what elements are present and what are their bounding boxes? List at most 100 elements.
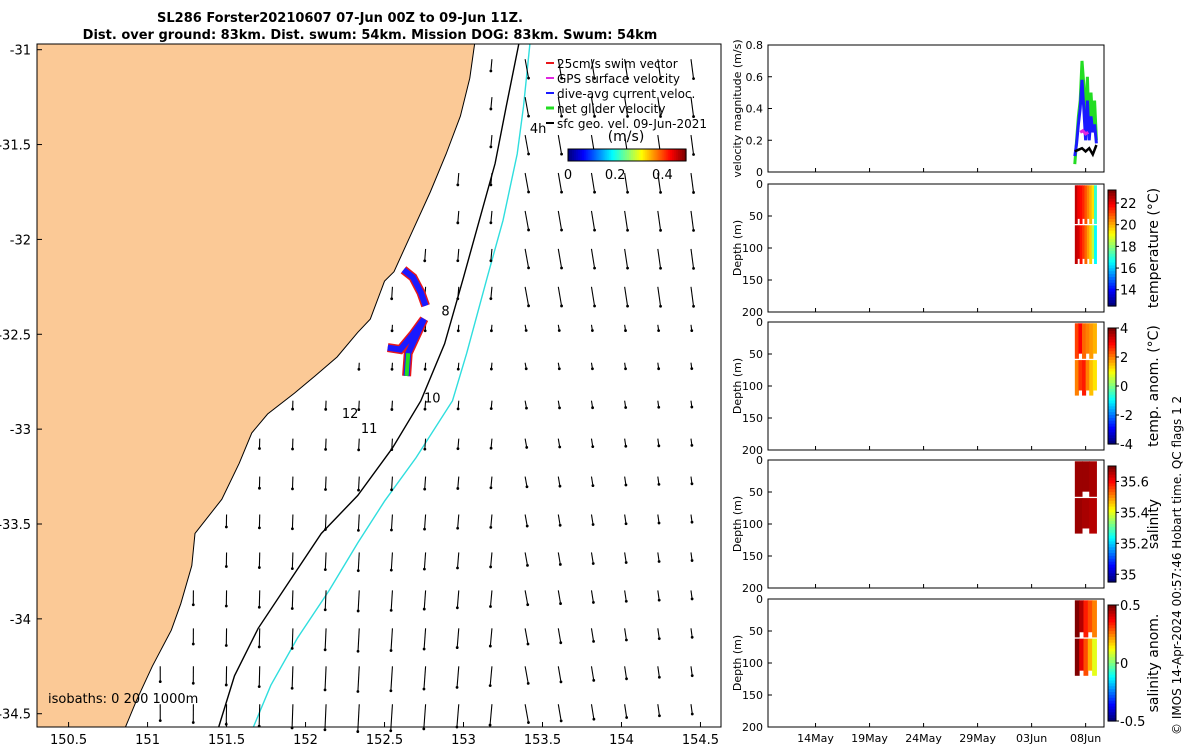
panel-y-tick-label: 0.4 bbox=[746, 103, 764, 116]
track-marker-label: 12 bbox=[342, 407, 359, 422]
panel-colorbar-cell bbox=[1108, 195, 1116, 200]
geo-vel-arrow bbox=[524, 628, 529, 645]
geo-vel-arrowhead bbox=[527, 228, 530, 232]
time-axis-tick-label: 14May bbox=[797, 732, 834, 745]
geo-vel-arrow bbox=[590, 628, 595, 642]
geo-vel-arrowhead bbox=[224, 525, 228, 529]
geo-vel-arrow bbox=[657, 552, 660, 562]
map-x-tick-label: 150.5 bbox=[50, 733, 87, 748]
panel-colorbar-cell bbox=[1108, 521, 1116, 525]
geo-vel-arrow bbox=[424, 476, 427, 490]
heatmap-cell bbox=[1087, 638, 1093, 671]
geo-vel-arrowhead bbox=[560, 304, 563, 308]
panel-colorbar-cell bbox=[1108, 663, 1116, 667]
geo-vel-arrow bbox=[590, 172, 596, 193]
geo-vel-arrowhead bbox=[592, 639, 595, 643]
geo-vel-arrowhead bbox=[456, 566, 459, 570]
geo-vel-arrow bbox=[624, 59, 629, 79]
geo-vel-arrow bbox=[358, 438, 360, 450]
panel-colorbar-cell bbox=[1108, 268, 1116, 272]
map-y-tick-label: -31.5 bbox=[0, 139, 31, 154]
geo-vel-arrow bbox=[590, 590, 594, 603]
heatmap-cell bbox=[1077, 225, 1081, 259]
geo-vel-arrowhead bbox=[659, 115, 662, 118]
panel-y-axis-label: velocity magnitude (m/s) bbox=[731, 39, 744, 177]
geo-vel-arrow bbox=[490, 97, 493, 110]
panel-colorbar-label: salinity anom. bbox=[1146, 614, 1162, 713]
geo-vel-arrow bbox=[490, 514, 493, 528]
panel-colorbar-cell bbox=[1108, 279, 1116, 284]
geo-vel-arrowhead bbox=[692, 153, 695, 156]
geo-vel-arrowhead bbox=[590, 329, 594, 332]
colorbar-cell bbox=[625, 149, 628, 161]
colorbar-cell bbox=[627, 149, 630, 161]
colorbar-cell bbox=[591, 149, 595, 161]
geo-vel-arrowhead bbox=[191, 642, 195, 646]
panel-colorbar-cell bbox=[1108, 221, 1116, 226]
geo-vel-arrowhead bbox=[456, 297, 460, 301]
panel-colorbar-tick-label: -0.5 bbox=[1120, 715, 1145, 730]
geo-vel-arrowhead bbox=[423, 407, 427, 411]
panel-colorbar-tick-label: 0.5 bbox=[1120, 599, 1141, 614]
geo-vel-arrow bbox=[590, 552, 594, 564]
panel-colorbar-cell bbox=[1108, 683, 1116, 687]
geo-vel-arrowhead bbox=[158, 680, 162, 684]
panel-colorbar-tick-label: 14 bbox=[1120, 284, 1137, 299]
geo-vel-arrow bbox=[690, 248, 695, 269]
geo-vel-arrow bbox=[557, 590, 562, 604]
geo-vel-arrow bbox=[391, 400, 393, 410]
geo-vel-arrowhead bbox=[626, 115, 629, 118]
velocity-series bbox=[1079, 128, 1090, 136]
panel-colorbar-cell bbox=[1108, 403, 1116, 407]
geo-vel-arrow bbox=[590, 514, 594, 525]
geo-vel-arrow bbox=[291, 552, 294, 569]
geo-vel-arrowhead bbox=[692, 304, 695, 308]
geo-vel-arrowhead bbox=[456, 367, 460, 371]
geo-vel-arrowhead bbox=[324, 488, 327, 491]
geo-vel-arrowhead bbox=[690, 559, 694, 562]
geo-vel-arrow bbox=[324, 704, 327, 730]
geo-vel-arrowhead bbox=[423, 259, 427, 263]
geo-vel-arrowhead bbox=[489, 183, 493, 187]
panel-colorbar-label: temperature (°C) bbox=[1146, 188, 1162, 308]
colorbar-cell bbox=[613, 149, 616, 161]
geo-vel-arrowhead bbox=[624, 444, 628, 448]
geo-vel-arrowhead bbox=[290, 686, 294, 690]
geo-vel-arrowhead bbox=[257, 685, 261, 689]
panel-colorbar-cell bbox=[1108, 285, 1116, 290]
geo-vel-arrowhead bbox=[527, 266, 530, 270]
panel-y-tick-label: 50 bbox=[749, 348, 763, 361]
panel-colorbar-cell bbox=[1108, 213, 1116, 217]
geo-vel-arrow bbox=[590, 704, 595, 720]
geo-vel-arrow bbox=[457, 476, 460, 489]
geo-vel-arrow bbox=[490, 59, 493, 72]
geo-vel-arrow bbox=[490, 172, 493, 185]
geo-vel-arrowhead bbox=[559, 680, 563, 684]
time-axis-tick-label: 24May bbox=[905, 732, 942, 745]
colorbar-cell bbox=[609, 149, 612, 161]
panel-colorbar-cell bbox=[1108, 239, 1116, 243]
geo-vel-arrowhead bbox=[625, 638, 628, 642]
colorbar-cell bbox=[607, 149, 610, 161]
heatmap-cell bbox=[1084, 225, 1088, 264]
geo-vel-arrowhead bbox=[456, 221, 460, 225]
geo-vel-arrow bbox=[524, 552, 529, 566]
heatmap-cell bbox=[1091, 185, 1095, 219]
geo-vel-arrowhead bbox=[257, 566, 261, 569]
geo-vel-arrow bbox=[690, 210, 695, 231]
geo-vel-arrowhead bbox=[357, 488, 360, 492]
geo-vel-arrowhead bbox=[527, 114, 530, 118]
geo-vel-arrowhead bbox=[158, 719, 162, 723]
geo-vel-arrowhead bbox=[591, 367, 594, 371]
geo-vel-arrowhead bbox=[692, 266, 695, 270]
geo-vel-arrowhead bbox=[290, 607, 294, 610]
geo-vel-arrowhead bbox=[224, 683, 228, 687]
geo-vel-arrowhead bbox=[626, 266, 629, 270]
geo-vel-arrowhead bbox=[624, 483, 628, 487]
geo-vel-arrow bbox=[657, 590, 660, 601]
colorbar-cell bbox=[636, 149, 640, 161]
heatmap-cell bbox=[1079, 225, 1083, 264]
panel-colorbar-cell bbox=[1108, 432, 1116, 436]
geo-vel-arrowhead bbox=[525, 446, 529, 449]
geo-vel-arrowhead bbox=[526, 603, 530, 607]
